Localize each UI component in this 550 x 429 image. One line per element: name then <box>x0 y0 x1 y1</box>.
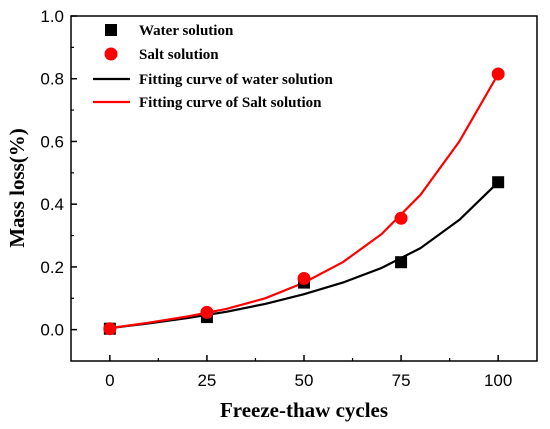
water-solution-point <box>395 256 408 269</box>
legend-label: Water solution <box>139 23 234 39</box>
y-axis-title: Mass loss(%) <box>5 128 29 248</box>
x-tick-label: 75 <box>392 371 411 390</box>
y-tick-label: 0.6 <box>40 132 64 151</box>
x-tick-label: 50 <box>295 371 314 390</box>
y-tick-label: 0.8 <box>40 70 64 89</box>
x-axis-title: Freeze-thaw cycles <box>220 398 388 422</box>
salt-solution-point <box>297 272 311 286</box>
fit-curves <box>109 73 500 330</box>
y-tick-label: 0.0 <box>40 321 64 340</box>
legend: Water solution Salt solution Fitting curve… <box>93 23 334 111</box>
x-tick-label: 0 <box>105 371 114 390</box>
legend-square-icon <box>105 24 117 36</box>
legend-label: Fitting curve of water solution <box>139 72 334 88</box>
legend-label: Salt solution <box>139 47 219 63</box>
x-tick-label: 25 <box>197 371 216 390</box>
salt-solution-point <box>103 322 117 336</box>
fit-curve-line <box>109 181 499 330</box>
y-tick-label: 1.0 <box>40 7 64 26</box>
y-tick-label: 0.2 <box>40 258 64 277</box>
salt-solution-point <box>394 211 408 225</box>
legend-label: Fitting curve of Salt solution <box>139 95 322 111</box>
y-tick-label: 0.4 <box>40 195 64 214</box>
plot-frame <box>70 15 538 362</box>
fit-curve-line <box>109 73 500 330</box>
data-points <box>103 67 505 336</box>
legend-circle-icon <box>104 47 118 61</box>
water-solution-point <box>492 176 505 189</box>
salt-solution-point <box>200 305 214 319</box>
x-axis-ticks: 0 25 50 75 100 <box>105 355 512 390</box>
y-axis-ticks: 0.0 0.2 0.4 0.6 0.8 1.0 <box>40 7 77 340</box>
x-tick-label: 100 <box>484 371 512 390</box>
salt-solution-point <box>491 67 505 81</box>
